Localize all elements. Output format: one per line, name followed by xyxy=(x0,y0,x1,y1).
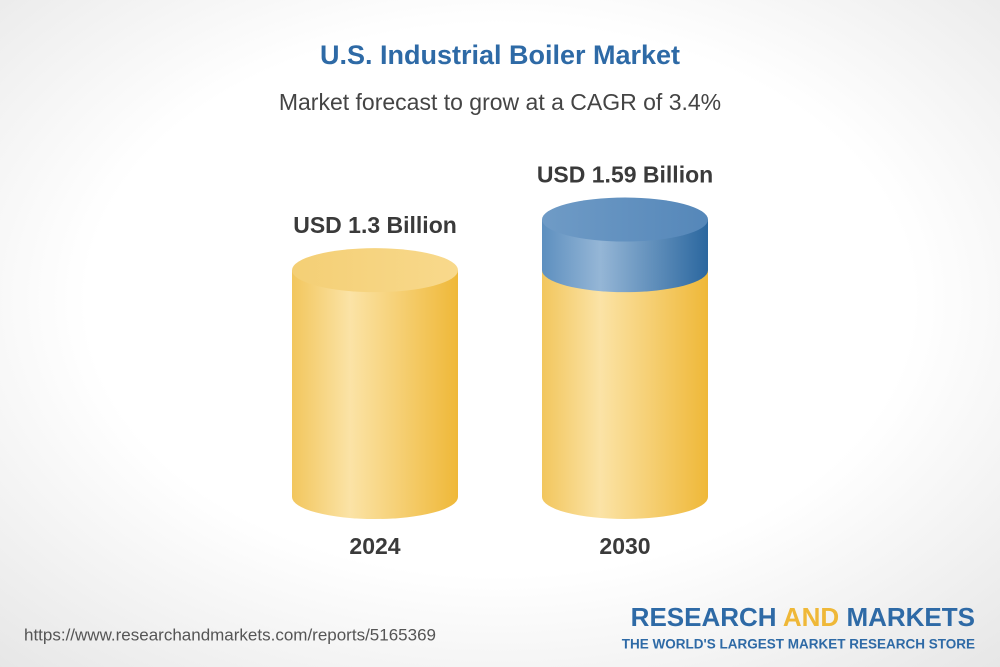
cylinder-top xyxy=(292,248,458,293)
brand-word: AND xyxy=(783,602,839,632)
value-label: USD 1.3 Billion xyxy=(293,212,457,238)
chart-subtitle: Market forecast to grow at a CAGR of 3.4… xyxy=(279,89,721,115)
cylinder-top xyxy=(542,197,708,242)
cylinder-body xyxy=(542,270,708,519)
cylinder xyxy=(542,197,708,519)
source-url: https://www.researchandmarkets.com/repor… xyxy=(24,625,436,644)
cylinder-body xyxy=(292,270,458,519)
brand-logo: RESEARCH AND MARKETS xyxy=(631,602,975,632)
plot-area: USD 1.3 Billion 2024 USD 1.59 Billion 2030 xyxy=(292,162,713,559)
chart-title: U.S. Industrial Boiler Market xyxy=(320,40,680,70)
cylinder xyxy=(292,248,458,519)
brand-tagline: THE WORLD'S LARGEST MARKET RESEARCH STOR… xyxy=(622,637,975,652)
brand-word: RESEARCH xyxy=(631,602,777,632)
x-tick-label: 2030 xyxy=(599,533,650,559)
x-tick-label: 2024 xyxy=(349,533,400,559)
value-label: USD 1.59 Billion xyxy=(537,162,713,188)
brand-word: MARKETS xyxy=(846,602,975,632)
